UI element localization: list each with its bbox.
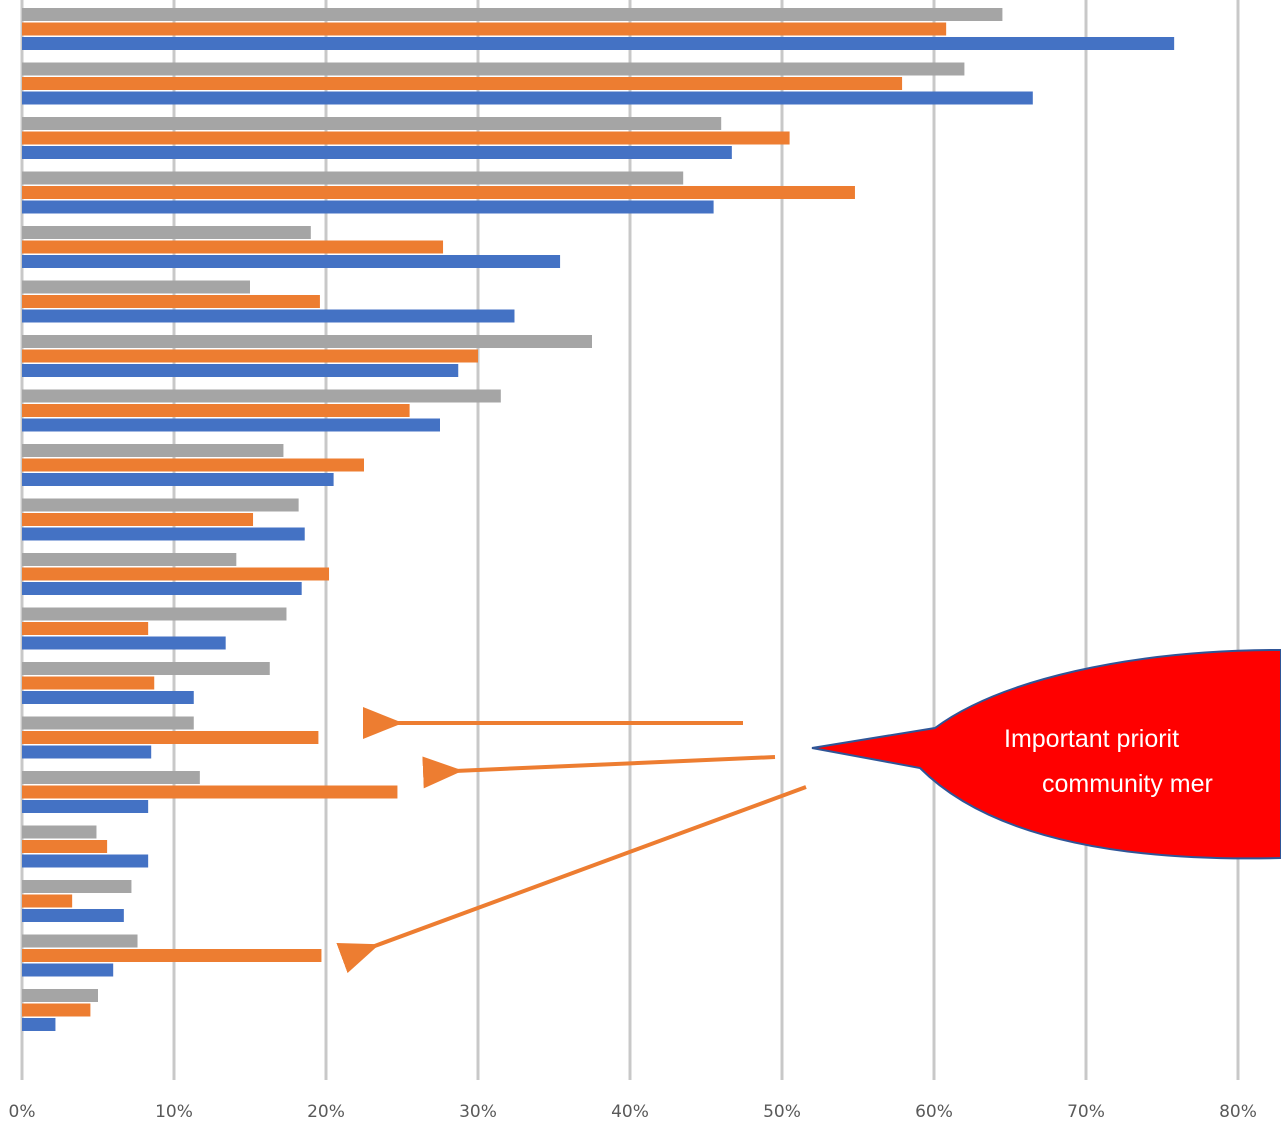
bar — [22, 458, 364, 472]
bar — [22, 607, 287, 621]
bar — [22, 745, 152, 759]
x-tick-label: 40% — [611, 1102, 649, 1122]
bar — [22, 527, 305, 541]
bar — [22, 404, 410, 417]
bar — [22, 171, 684, 185]
x-tick-label: 80% — [1219, 1102, 1257, 1122]
bar — [22, 498, 299, 512]
bar — [22, 662, 270, 675]
bars — [22, 8, 1175, 1031]
callout-text-line2: community mer — [1042, 770, 1213, 798]
bar — [22, 963, 114, 977]
x-tick-label: 10% — [155, 1102, 193, 1122]
bar — [22, 553, 237, 566]
bar — [22, 731, 319, 744]
bar — [22, 840, 108, 853]
bar — [22, 91, 1033, 105]
bar — [22, 676, 155, 690]
bar — [22, 513, 254, 526]
bar — [22, 716, 194, 730]
bar — [22, 567, 330, 581]
bar — [22, 8, 1003, 21]
bar — [22, 894, 73, 908]
bar — [22, 1018, 56, 1031]
bar — [22, 240, 444, 254]
bar — [22, 949, 322, 962]
x-tick-label: 60% — [915, 1102, 953, 1122]
callout-bubble — [811, 648, 1281, 860]
bar — [22, 186, 855, 199]
bar — [22, 800, 149, 813]
bar — [22, 1003, 91, 1017]
bar — [22, 280, 250, 294]
bar — [22, 335, 592, 348]
x-tick-label: 30% — [459, 1102, 497, 1122]
bar — [22, 825, 97, 839]
bar — [22, 691, 194, 704]
bar — [22, 309, 515, 323]
bar — [22, 62, 965, 76]
bar — [22, 989, 98, 1002]
callout-arrow — [336, 785, 807, 974]
bar — [22, 473, 334, 486]
bar — [22, 77, 903, 90]
bar — [22, 622, 149, 635]
callout-annotation: Important priorit community mer — [336, 648, 1281, 974]
bar — [22, 582, 302, 595]
bar — [22, 854, 149, 868]
bar — [22, 37, 1175, 50]
x-tick-label: 50% — [763, 1102, 801, 1122]
bar — [22, 934, 138, 948]
bar — [22, 200, 714, 214]
x-tick-label: 70% — [1067, 1102, 1105, 1122]
bar — [22, 349, 478, 363]
bar — [22, 785, 398, 799]
bar — [22, 909, 124, 922]
bar — [22, 255, 561, 268]
bar — [22, 364, 459, 377]
bar — [22, 22, 947, 36]
callout-arrow — [422, 755, 776, 789]
x-tick-label: 0% — [9, 1102, 36, 1122]
bar — [22, 636, 226, 650]
callout-arrows — [336, 707, 807, 974]
x-tick-label: 20% — [307, 1102, 345, 1122]
bar — [22, 131, 790, 145]
bar — [22, 117, 722, 130]
bar — [22, 295, 320, 308]
callout-text-line1: Important priorit — [1004, 725, 1179, 753]
bar — [22, 389, 501, 403]
bar — [22, 880, 132, 893]
bar — [22, 226, 311, 239]
bar — [22, 444, 284, 457]
x-axis-ticks: 0% 10% 20% 30% 40% 50% 60% 70% 80% — [9, 1102, 1257, 1122]
bar — [22, 418, 440, 432]
bar — [22, 146, 732, 159]
bar — [22, 771, 200, 784]
